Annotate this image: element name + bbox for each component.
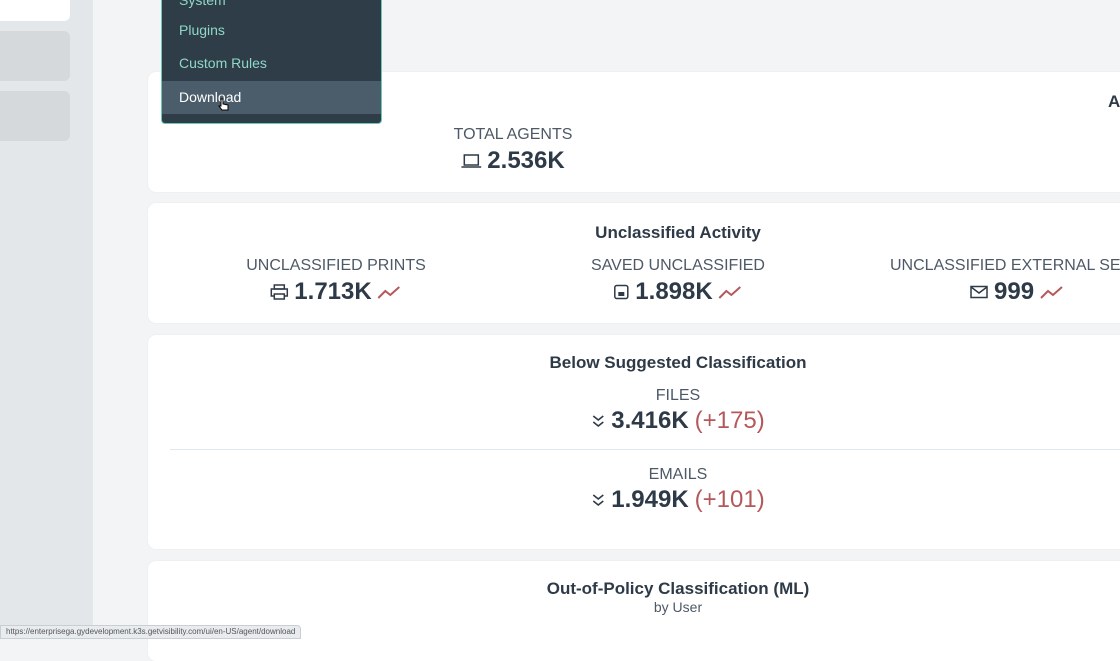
metric-label: EMAILS <box>648 466 708 483</box>
menu-item[interactable]: Plugins <box>179 22 225 38</box>
card-title: Out-of-Policy Classification (ML) <box>546 579 810 598</box>
metric-value-row: 1.713K <box>270 278 401 306</box>
divider <box>170 449 1120 450</box>
metric-delta: (+101) <box>694 486 765 513</box>
metric-value: 999 <box>994 278 1035 305</box>
sidebar-item[interactable] <box>0 0 70 21</box>
metric-value: 1.713K <box>294 278 372 305</box>
down-icon <box>592 415 604 428</box>
card-subtitle: by User <box>653 599 703 615</box>
card-title: Below Suggested Classification <box>549 353 807 372</box>
menu-item[interactable]: Custom Rules <box>179 55 267 71</box>
trend-icon <box>1040 286 1063 299</box>
below-card: Below Suggested Classification FILES 3.4… <box>148 335 1120 549</box>
mail-icon <box>970 285 988 299</box>
metric-value: 1.898K <box>635 278 713 305</box>
metric-label: FILES <box>655 387 701 404</box>
sidebar-item[interactable] <box>0 31 70 81</box>
sidebar-item[interactable] <box>0 91 70 141</box>
printer-icon <box>270 284 289 300</box>
down-icon <box>592 494 604 507</box>
metric-value-row: 1.949K (+101) <box>591 486 765 514</box>
card-title: Ag <box>1108 92 1120 111</box>
metric-label: UNCLASSIFIED EXTERNAL SEN <box>890 257 1120 274</box>
unclassified-card: Unclassified Activity UNCLASSIFIED PRINT… <box>148 203 1120 323</box>
card-title: Unclassified Activity <box>595 223 761 242</box>
metric-value-row: 1.898K <box>613 278 742 306</box>
metric-value: 1.949K <box>611 486 689 513</box>
laptop-icon <box>461 154 482 168</box>
metric-label: UNCLASSIFIED PRINTS <box>246 257 426 274</box>
menu-item[interactable]: Download <box>162 81 381 114</box>
metric-label: TOTAL AGENTS <box>453 126 573 143</box>
metric-value-row: 3.416K (+175) <box>591 407 765 435</box>
metric-delta: (+175) <box>694 407 765 434</box>
trend-icon <box>718 286 742 299</box>
metric-value: 3.416K <box>611 407 689 434</box>
policy-card: Out-of-Policy Classification (ML) by Use… <box>148 561 1120 661</box>
trend-icon <box>377 286 401 299</box>
metric-label: SAVED UNCLASSIFIED <box>591 257 765 274</box>
metric-value-row: 999 <box>970 278 1064 306</box>
cursor <box>218 98 229 111</box>
save-icon <box>614 284 629 300</box>
metric-value-row: 2.536K <box>461 147 565 175</box>
menu-item[interactable]: System <box>179 0 226 8</box>
metric-value: 2.536K <box>487 147 565 174</box>
status-bar: https://enterprisega.gydevelopment.k3s.g… <box>0 625 302 639</box>
dropdown-menu: System Plugins Custom Rules Download <box>161 0 382 124</box>
